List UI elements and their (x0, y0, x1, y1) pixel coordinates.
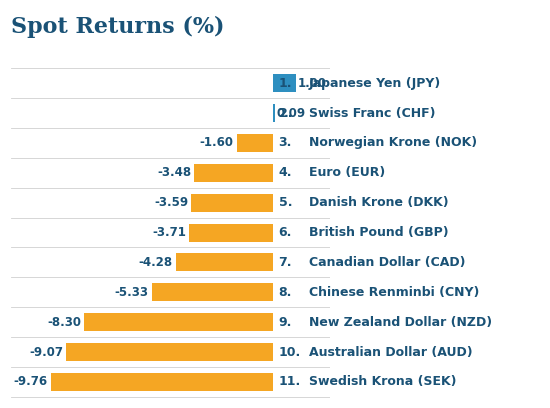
Bar (194, 164, 273, 182)
Text: 5.: 5. (278, 196, 292, 209)
Text: 11.: 11. (278, 375, 301, 388)
Text: -9.76: -9.76 (14, 375, 48, 388)
Text: -4.28: -4.28 (139, 256, 173, 269)
Text: Spot Returns (%): Spot Returns (%) (11, 16, 224, 38)
Text: Danish Krone (DKK): Danish Krone (DKK) (309, 196, 448, 209)
Text: -3.59: -3.59 (155, 196, 189, 209)
Bar (67, 343, 273, 361)
Text: 3.: 3. (278, 136, 292, 149)
Text: -8.30: -8.30 (47, 316, 81, 329)
Text: Australian Dollar (AUD): Australian Dollar (AUD) (309, 346, 472, 359)
Text: Chinese Renminbi (CNY): Chinese Renminbi (CNY) (309, 286, 479, 299)
Text: New Zealand Dollar (NZD): New Zealand Dollar (NZD) (309, 316, 492, 329)
Text: 6.: 6. (278, 226, 292, 239)
Bar (273, 74, 296, 92)
Text: -3.71: -3.71 (152, 226, 186, 239)
Text: 4.: 4. (278, 166, 292, 180)
Text: Euro (EUR): Euro (EUR) (309, 166, 385, 180)
Text: 8.: 8. (278, 286, 292, 299)
Text: Japanese Yen (JPY): Japanese Yen (JPY) (309, 77, 441, 90)
Text: 9.: 9. (278, 316, 292, 329)
Text: Swiss Franc (CHF): Swiss Franc (CHF) (309, 106, 435, 120)
Bar (273, 104, 275, 122)
Text: 1.00: 1.00 (298, 77, 327, 90)
Bar (236, 134, 273, 152)
Text: 0.09: 0.09 (277, 106, 306, 120)
Bar (51, 373, 273, 391)
Bar (152, 283, 273, 301)
Bar (84, 313, 273, 331)
Text: -1.60: -1.60 (200, 136, 234, 149)
Bar (191, 194, 273, 212)
Text: -5.33: -5.33 (115, 286, 149, 299)
Text: -3.48: -3.48 (157, 166, 191, 180)
Text: Canadian Dollar (CAD): Canadian Dollar (CAD) (309, 256, 465, 269)
Text: 10.: 10. (278, 346, 301, 359)
Text: 2.: 2. (278, 106, 292, 120)
Text: -9.07: -9.07 (30, 346, 64, 359)
Text: 1.: 1. (278, 77, 292, 90)
Bar (175, 253, 273, 271)
Text: British Pound (GBP): British Pound (GBP) (309, 226, 448, 239)
Text: 7.: 7. (278, 256, 292, 269)
Text: Swedish Krona (SEK): Swedish Krona (SEK) (309, 375, 456, 388)
Text: Norwegian Krone (NOK): Norwegian Krone (NOK) (309, 136, 477, 149)
Bar (189, 224, 273, 242)
